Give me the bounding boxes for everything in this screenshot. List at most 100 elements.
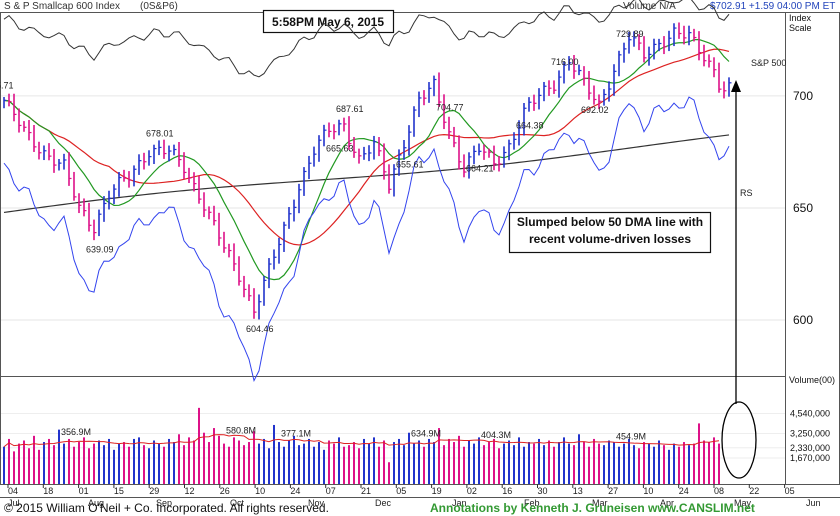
indicator-lines <box>3 0 730 383</box>
price-bar <box>643 36 647 63</box>
price-bar <box>698 31 702 61</box>
price-bar <box>518 120 522 146</box>
annotation-text: Slumped below 50 DMA line with recent vo… <box>516 215 704 246</box>
price-bar <box>358 148 362 164</box>
price-bar <box>458 135 462 170</box>
volume-tick-label: 2,330,000 <box>790 443 830 453</box>
price-bar <box>163 139 167 159</box>
ma10w-line <box>3 48 730 246</box>
price-bar <box>473 145 477 165</box>
price-bar <box>13 93 17 122</box>
price-bar <box>43 145 47 161</box>
price-bar <box>248 284 252 301</box>
price-bar <box>298 183 302 214</box>
price-bar <box>123 169 127 182</box>
date-label: 19 <box>432 486 442 496</box>
price-bar <box>558 70 562 98</box>
index-scale-label-2: Scale <box>789 23 812 33</box>
price-bar <box>188 167 192 184</box>
price-bar <box>33 124 37 152</box>
price-bar <box>708 54 712 68</box>
price-bar <box>273 249 277 270</box>
price-bar <box>238 256 242 286</box>
month-label: Jun <box>806 498 821 508</box>
price-bar <box>613 64 617 96</box>
price-label: 716.00 <box>551 57 579 67</box>
price-bar <box>253 288 257 319</box>
price-bar <box>633 31 637 47</box>
price-bar <box>378 137 382 157</box>
price-tick-label: 600 <box>793 313 813 327</box>
price-bar <box>263 276 267 306</box>
date-label: 30 <box>538 486 548 496</box>
price-pane <box>0 12 786 377</box>
price-bar <box>8 93 12 107</box>
price-label: 5.71 <box>0 80 14 90</box>
price-bar <box>508 139 512 161</box>
price-bar <box>143 152 147 170</box>
month-label: Dec <box>375 498 392 508</box>
sp500-line <box>3 0 730 78</box>
index-symbol: (0S&P6) <box>140 1 178 12</box>
copyright-text: © 2015 William O'Neil + Co. Incorporated… <box>4 501 329 515</box>
price-bar <box>218 212 222 246</box>
price-bar <box>173 144 177 156</box>
price-bar <box>293 199 297 222</box>
volume-label: 404.3M <box>481 430 511 440</box>
price-bar <box>413 106 417 137</box>
volume-labels: 356.9M 580.8M 377.1M 634.9M 404.3M 454.9M <box>61 425 646 441</box>
price-bar <box>693 28 697 42</box>
date-label: 24 <box>290 486 300 496</box>
price-bar <box>553 80 557 94</box>
price-bar <box>678 22 682 39</box>
date-label: 13 <box>573 486 583 496</box>
grid-lines <box>1 95 785 321</box>
price-bar <box>228 243 232 258</box>
price-bar <box>543 81 547 102</box>
month-label: Jul <box>8 498 20 508</box>
price-bar <box>718 62 722 93</box>
annotation-text-wrap: Slumped below 50 DMA line with recent vo… <box>516 215 704 246</box>
price-bar <box>268 258 272 289</box>
price-label: 678.01 <box>146 129 174 139</box>
date-label: 27 <box>608 486 618 496</box>
price-bars <box>3 22 732 320</box>
price-bar <box>423 90 427 106</box>
price-bar <box>373 135 377 160</box>
price-bar <box>323 124 327 147</box>
volume-axis-label: Volume(00) <box>789 375 835 385</box>
price-bar <box>723 81 727 99</box>
price-bar <box>488 148 492 158</box>
price-bar <box>53 148 57 173</box>
price-bar <box>418 91 422 118</box>
price-bar <box>308 155 312 180</box>
price-bar <box>108 190 112 210</box>
price-labels: 5.71 639.09 678.01 604.46 665.63 687.61 655.61… <box>0 29 644 334</box>
date-label: 05 <box>785 486 795 496</box>
month-label: Apr <box>660 498 674 508</box>
price-bar <box>83 198 87 217</box>
date-label: 16 <box>502 486 512 496</box>
price-bar <box>668 30 672 52</box>
price-bar <box>68 152 72 186</box>
date-label: 29 <box>149 486 159 496</box>
price-bar <box>383 143 387 180</box>
annotation-arrowhead <box>731 80 741 92</box>
price-bar <box>548 80 552 96</box>
price-bar <box>3 97 7 109</box>
price-bar <box>578 64 582 76</box>
price-bar <box>438 72 442 108</box>
volume-label: 634.9M <box>411 428 441 438</box>
price-bar <box>608 81 612 102</box>
price-bar <box>73 171 77 201</box>
price-bar <box>183 152 187 180</box>
volume-label: 580.8M <box>226 425 256 435</box>
annotation-ellipse <box>721 401 757 479</box>
date-label: 18 <box>43 486 53 496</box>
price-bar <box>343 117 347 132</box>
axis-pane <box>785 12 840 485</box>
volume-status: Volume N/A <box>623 1 676 12</box>
price-label: 665.63 <box>326 144 354 154</box>
price-bar <box>503 146 507 168</box>
ma200-line <box>3 134 730 214</box>
